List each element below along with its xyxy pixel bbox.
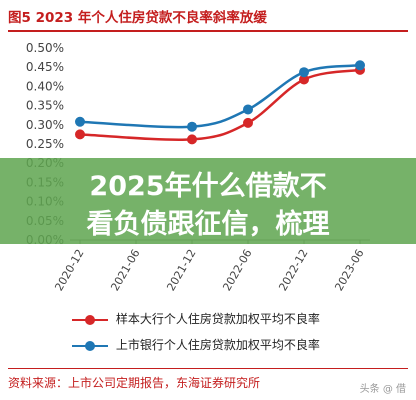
chart-title: 图5 2023 年个人住房贷款不良率斜率放缓 <box>8 10 267 26</box>
legend-label-series-1: 样本大行个人住房贷款加权平均不良率 <box>115 312 320 326</box>
source-note: 资料来源：上市公司定期报告，东海证券研究所 <box>8 376 261 390</box>
x-tick-label: 2023-06 <box>332 247 366 293</box>
overlay-banner: 2025年什么借款不 看负债跟征信，梳理 <box>0 158 416 244</box>
data-point-series-1 <box>299 74 309 85</box>
data-point-series-2 <box>299 67 309 78</box>
overlay-text-line-2: 看负债跟征信，梳理 <box>86 209 330 240</box>
y-tick-label: 0.50% <box>26 41 64 55</box>
source-divider <box>8 368 408 369</box>
series-line-1 <box>79 68 361 141</box>
legend-item-series-1: 样本大行个人住房贷款加权平均不良率 <box>72 310 320 327</box>
data-point-series-2 <box>355 60 365 71</box>
data-point-series-1 <box>75 129 85 140</box>
legend-item-series-2: 上市银行个人住房贷款加权平均不良率 <box>72 336 320 353</box>
legend-swatch-series-2 <box>72 339 108 353</box>
series-layer <box>75 60 365 145</box>
x-tick-label: 2021-06 <box>108 247 142 293</box>
overlay-text-line-1: 2025年什么借款不 <box>89 171 327 202</box>
data-point-series-1 <box>243 117 253 128</box>
y-tick-label: 0.25% <box>26 137 64 151</box>
x-tick-label: 2020-12 <box>52 247 86 293</box>
legend-label-series-2: 上市银行个人住房贷款加权平均不良率 <box>115 338 320 352</box>
title-divider <box>8 30 408 32</box>
x-tick-label: 2022-06 <box>220 247 254 293</box>
x-axis: 2020-12 2021-06 2021-12 2022-06 2022-12 2023-… <box>52 239 370 293</box>
y-tick-label: 0.40% <box>26 79 64 93</box>
legend-swatch-series-1 <box>72 313 108 327</box>
x-tick-label: 2021-12 <box>164 247 198 293</box>
data-point-series-1 <box>187 134 197 145</box>
x-tick-label: 2022-12 <box>276 247 310 293</box>
y-tick-label: 0.45% <box>26 60 64 74</box>
y-tick-label: 0.30% <box>26 118 64 132</box>
watermark-logo: 头条 @ 借 <box>359 384 406 395</box>
data-point-series-2 <box>187 121 197 132</box>
y-tick-label: 0.35% <box>26 99 64 113</box>
data-point-series-2 <box>243 104 253 115</box>
data-point-series-2 <box>75 116 85 127</box>
